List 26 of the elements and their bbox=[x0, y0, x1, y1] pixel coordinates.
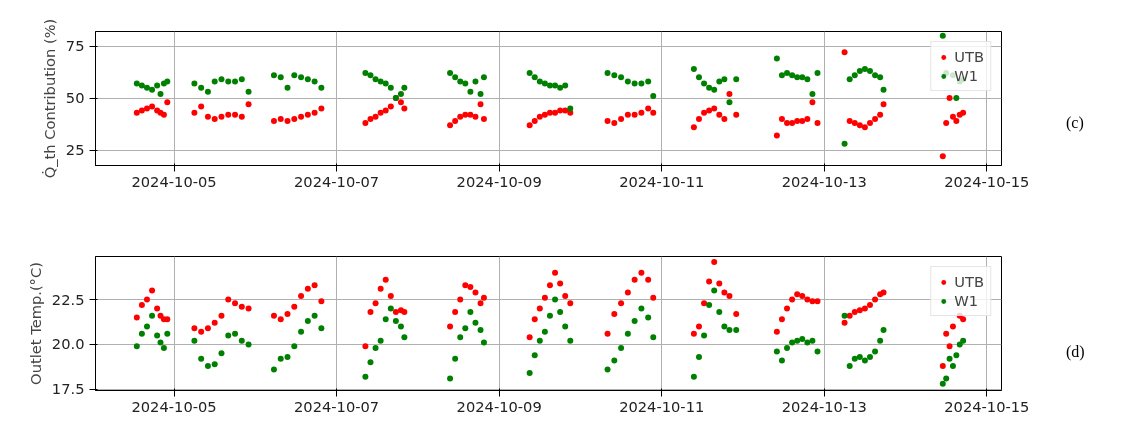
y-tick-label: 25 bbox=[65, 141, 85, 159]
y-axis-title: Outlet Temp.(°C) bbox=[26, 262, 44, 385]
x-tick-label: 2024-10-13 bbox=[781, 172, 867, 190]
x-tick-label: 2024-10-09 bbox=[456, 397, 542, 415]
series-label: W1 bbox=[954, 67, 979, 84]
y-axis-title: Q̇_th Contribution (%) bbox=[40, 18, 58, 179]
text: (d) bbox=[1066, 342, 1085, 363]
x-tick-label: 2024-10-07 bbox=[294, 397, 380, 415]
y-tick-label: 50 bbox=[65, 89, 85, 107]
x-tick-label: 2024-10-11 bbox=[619, 397, 705, 415]
text: (c) bbox=[1066, 113, 1084, 134]
x-tick-label: 2024-10-15 bbox=[944, 397, 1030, 415]
y-tick-label: 17.5 bbox=[51, 380, 85, 398]
text: W1 bbox=[954, 292, 979, 309]
x-tick-label: 2024-10-13 bbox=[781, 397, 867, 415]
y-tick-label: 20.0 bbox=[51, 335, 85, 353]
y-tick-label: 75 bbox=[65, 37, 85, 55]
x-tick-label: 2024-10-15 bbox=[944, 172, 1030, 190]
series-label: UTB bbox=[954, 273, 984, 290]
x-tick-label: 2024-10-11 bbox=[619, 172, 705, 190]
x-tick-label: 2024-10-07 bbox=[294, 172, 380, 190]
text: UTB bbox=[954, 48, 984, 65]
x-tick-label: 2024-10-05 bbox=[131, 397, 217, 415]
x-tick-label: 2024-10-09 bbox=[456, 172, 542, 190]
x-tick-label: 2024-10-05 bbox=[131, 172, 217, 190]
y-tick-label: 22.5 bbox=[51, 290, 85, 308]
